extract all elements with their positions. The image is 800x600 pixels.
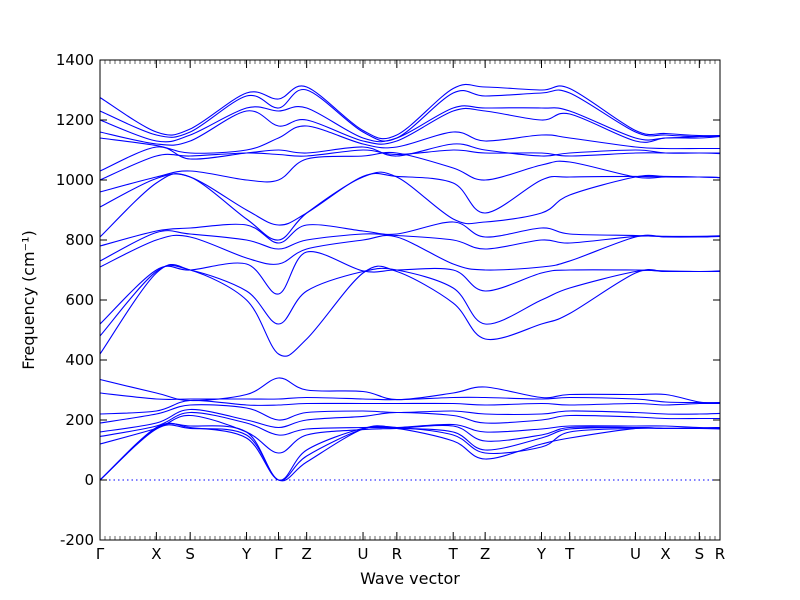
x-tick-label: X bbox=[151, 545, 161, 563]
band-line-16 bbox=[99, 221, 721, 247]
band-line-11 bbox=[99, 264, 720, 357]
x-tick-label: X bbox=[660, 545, 670, 563]
x-tick-label: R bbox=[715, 545, 725, 563]
x-tick-label: Y bbox=[536, 545, 547, 563]
x-tick-label: U bbox=[630, 545, 641, 563]
minor-x-ticks bbox=[99, 60, 721, 540]
x-tick-label: Γ bbox=[274, 545, 283, 563]
y-tick-label: 400 bbox=[65, 351, 94, 369]
band-line-20 bbox=[99, 149, 721, 181]
x-tick-label: S bbox=[185, 545, 195, 563]
y-tick-label: 0 bbox=[84, 471, 94, 489]
band-line-7 bbox=[99, 404, 721, 424]
x-tick-label: T bbox=[564, 545, 575, 563]
band-lines bbox=[99, 83, 721, 482]
y-tick-label: 1000 bbox=[56, 171, 94, 189]
plot-background bbox=[100, 60, 720, 540]
band-line-23 bbox=[99, 107, 721, 146]
band-line-26 bbox=[99, 83, 721, 140]
band-line-18 bbox=[99, 172, 721, 226]
x-tick-label: Z bbox=[302, 545, 312, 563]
y-tick-label: 600 bbox=[65, 291, 94, 309]
y-tick-label: -200 bbox=[60, 531, 94, 549]
y-tick-label: 200 bbox=[65, 411, 94, 429]
y-tick-label: 800 bbox=[65, 231, 94, 249]
x-tick-label: Γ bbox=[96, 545, 105, 563]
band-line-8 bbox=[99, 399, 721, 415]
band-line-19 bbox=[99, 151, 721, 193]
band-line-4 bbox=[99, 414, 720, 454]
x-tick-label: Z bbox=[480, 545, 490, 563]
band-line-24 bbox=[99, 105, 721, 143]
plot-frame bbox=[99, 59, 721, 541]
band-line-22 bbox=[99, 125, 720, 154]
band-line-21 bbox=[99, 143, 720, 172]
band-line-10 bbox=[99, 377, 721, 404]
band-line-25 bbox=[99, 89, 721, 142]
x-axis-title: Wave vector bbox=[360, 569, 460, 588]
x-tick-label: U bbox=[358, 545, 369, 563]
y-tick-label: 1200 bbox=[56, 111, 94, 129]
x-tick-label: Y bbox=[241, 545, 252, 563]
y-tick-label: 1400 bbox=[56, 51, 94, 69]
band-line-6 bbox=[99, 408, 720, 433]
x-tick-label: S bbox=[695, 545, 705, 563]
x-tick-label: R bbox=[392, 545, 402, 563]
band-line-17 bbox=[99, 171, 721, 241]
band-line-13 bbox=[99, 251, 721, 325]
y-axis-title: Frequency (cm⁻¹) bbox=[19, 230, 38, 369]
x-tick-label: T bbox=[448, 545, 459, 563]
band-line-5 bbox=[99, 411, 721, 438]
